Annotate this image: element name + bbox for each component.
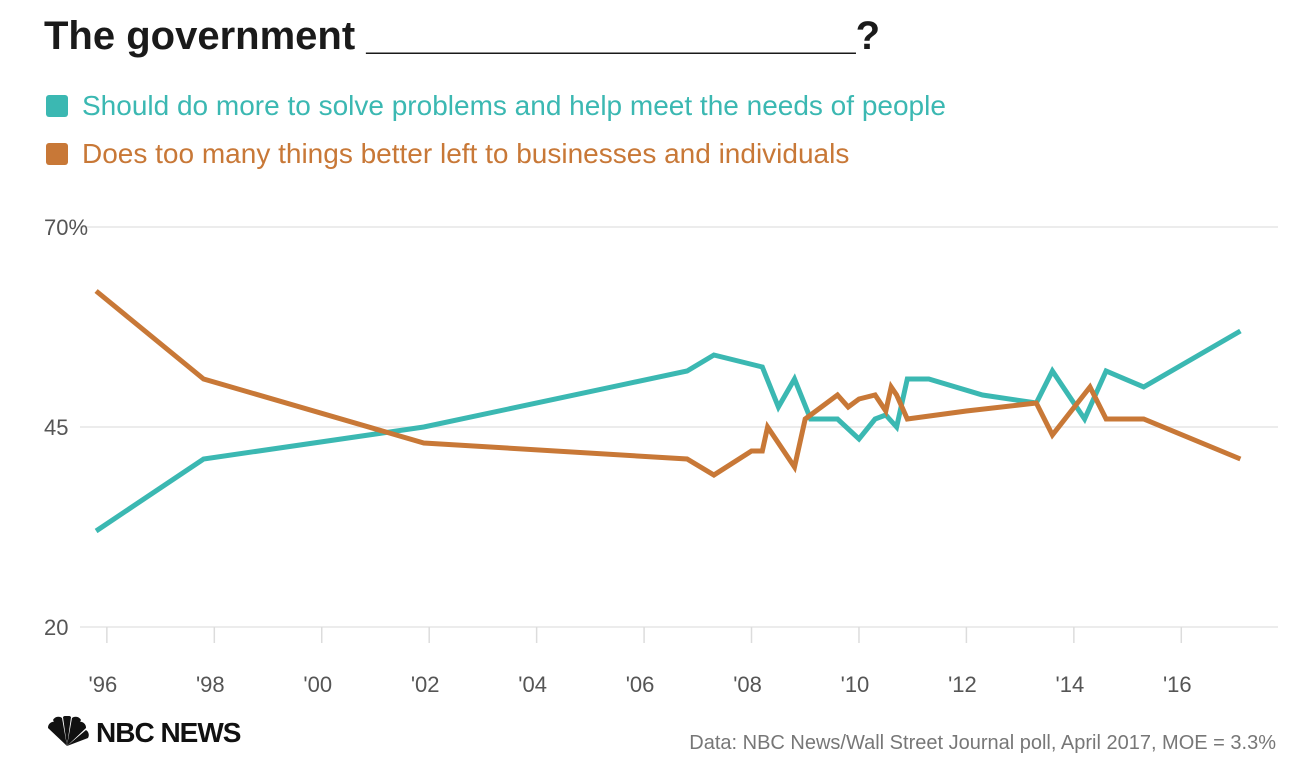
legend-label-more: Should do more to solve problems and hel… [82, 90, 946, 121]
y-tick-label: 20 [44, 615, 68, 640]
chart-title: The government ______________________? [44, 14, 881, 58]
y-tick-label: 70% [44, 215, 88, 240]
x-tick-label: '16 [1163, 672, 1192, 697]
legend: Should do more to solve problems and hel… [46, 82, 946, 178]
x-tick-label: '12 [948, 672, 977, 697]
source-note: Data: NBC News/Wall Street Journal poll,… [689, 732, 1276, 754]
legend-swatch-less [46, 143, 68, 165]
legend-swatch-more [46, 95, 68, 117]
x-tick-label: '06 [626, 672, 655, 697]
x-tick-label: '98 [196, 672, 225, 697]
x-tick-label: '02 [411, 672, 440, 697]
nbc-news-logo: NBC NEWS [44, 716, 241, 750]
x-tick-label: '96 [89, 672, 118, 697]
y-tick-label: 45 [44, 415, 68, 440]
logo-text: NBC NEWS [96, 717, 241, 748]
legend-item-more: Should do more to solve problems and hel… [46, 82, 946, 130]
legend-label-less: Does too many things better left to busi… [82, 138, 850, 169]
series-line-do-more [94, 328, 1242, 534]
x-tick-label: '10 [841, 672, 870, 697]
series-line-does-too-many [94, 289, 1242, 478]
peacock-icon [47, 716, 89, 746]
x-tick-label: '00 [303, 672, 332, 697]
legend-item-less: Does too many things better left to busi… [46, 130, 946, 178]
x-tick-label: '08 [733, 672, 762, 697]
x-tick-label: '14 [1056, 672, 1085, 697]
x-tick-label: '04 [518, 672, 547, 697]
